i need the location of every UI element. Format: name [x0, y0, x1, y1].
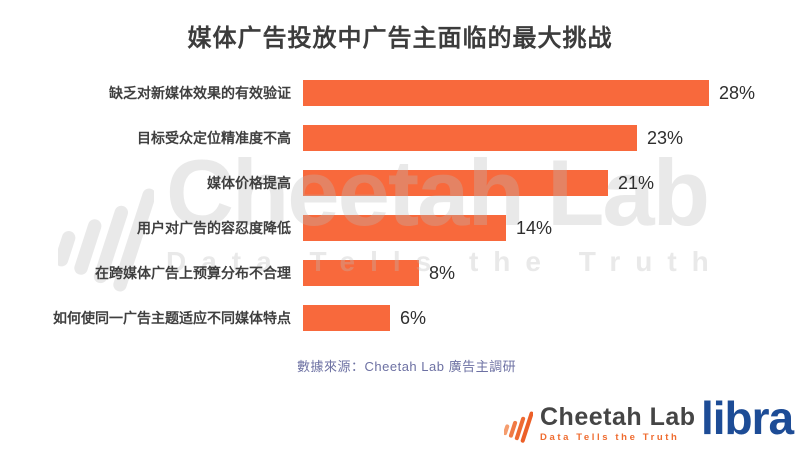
chart-row: 目标受众定位精准度不高 23%: [0, 125, 800, 151]
bar: [303, 215, 506, 241]
category-label: 在跨媒体广告上预算分布不合理: [95, 265, 291, 281]
cheetah-lab-logo-text: Cheetah Lab Data Tells the Truth: [540, 403, 696, 444]
category-label: 目标受众定位精准度不高: [137, 130, 291, 146]
value-label: 23%: [647, 127, 684, 148]
cheetah-lab-logo: Cheetah Lab Data Tells the Truth: [504, 404, 696, 446]
bar: [303, 125, 637, 151]
chart-row: 缺乏对新媒体效果的有效验证 28%: [0, 80, 800, 106]
category-label: 用户对广告的容忍度降低: [137, 220, 291, 236]
bar: [303, 305, 390, 331]
value-label: 8%: [429, 262, 456, 283]
chart-row: 媒体价格提高 21%: [0, 170, 800, 196]
value-label: 14%: [516, 217, 553, 238]
chart-row: 如何使同一广告主题适应不同媒体特点 6%: [0, 305, 800, 331]
category-label: 缺乏对新媒体效果的有效验证: [109, 85, 291, 101]
chart-title: 媒体广告投放中广告主面临的最大挑战: [187, 25, 613, 52]
libra-logo: libra: [701, 392, 794, 444]
bar: [303, 80, 709, 106]
bar: [303, 170, 608, 196]
bar: [303, 260, 419, 286]
value-label: 6%: [400, 307, 427, 328]
value-label: 28%: [719, 82, 756, 103]
cheetah-lab-logo-tagline: Data Tells the Truth: [540, 432, 680, 443]
category-label: 媒体价格提高: [207, 175, 291, 191]
source-note: 數據來源：Cheetah Lab 廣告主調研: [297, 359, 517, 374]
cheetah-lab-logo-icon: [504, 411, 533, 443]
chart-row: 在跨媒体广告上预算分布不合理 8%: [0, 260, 800, 286]
bar-chart: 缺乏对新媒体效果的有效验证 28% 目标受众定位精准度不高 23% 媒体价格提高 21% 用…: [0, 80, 800, 350]
chart-row: 用户对广告的容忍度降低 14%: [0, 215, 800, 241]
cheetah-lab-logo-name: Cheetah Lab: [540, 403, 696, 431]
category-label: 如何使同一广告主题适应不同媒体特点: [53, 310, 291, 326]
value-label: 21%: [618, 172, 655, 193]
